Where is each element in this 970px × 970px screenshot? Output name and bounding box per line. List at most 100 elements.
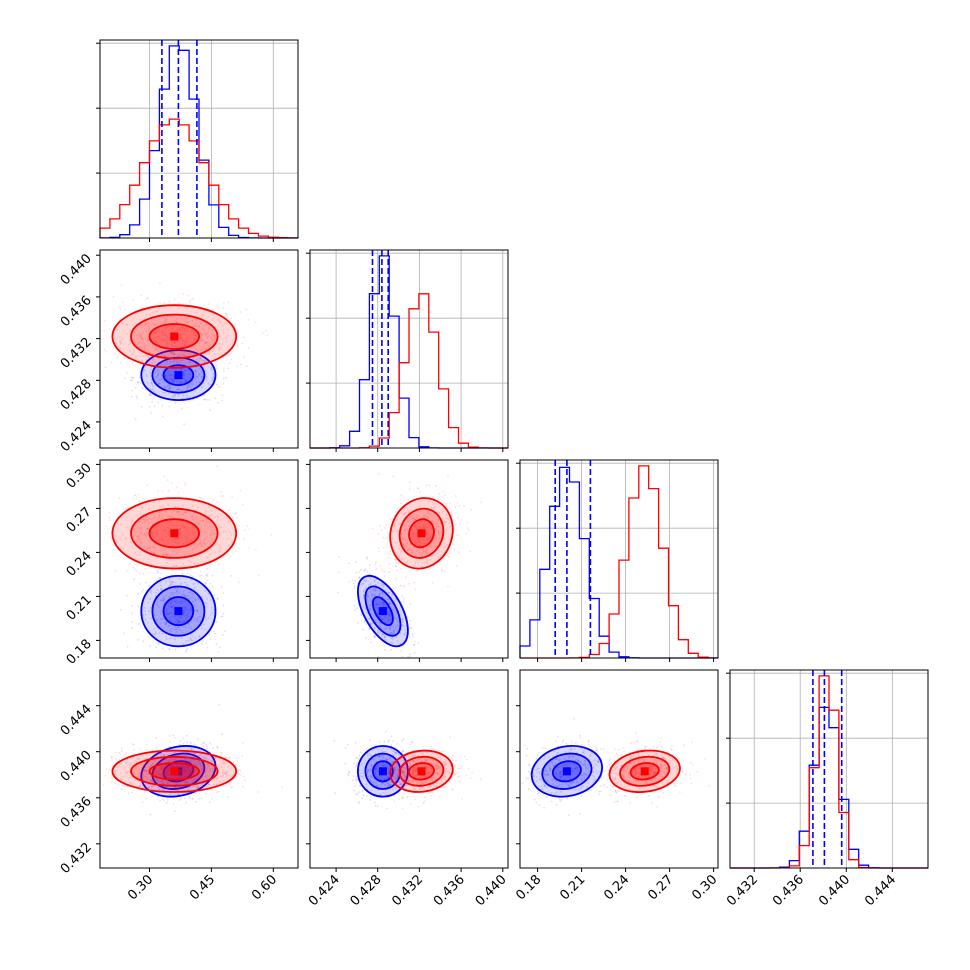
- scatter-point: [258, 574, 260, 577]
- scatter-point: [192, 353, 195, 356]
- scatter-point: [351, 579, 354, 582]
- scatter-point: [211, 767, 214, 769]
- scatter-point: [587, 767, 589, 769]
- scatter-point: [185, 380, 187, 383]
- scatter-point: [369, 582, 372, 585]
- scatter-point: [185, 759, 188, 761]
- scatter-point: [689, 761, 692, 764]
- scatter-point: [447, 474, 449, 477]
- scatter-point: [633, 761, 636, 763]
- scatter-point: [130, 521, 133, 524]
- scatter-point: [574, 767, 577, 770]
- scatter-point: [167, 504, 170, 506]
- scatter-point: [612, 785, 615, 787]
- scatter-point: [169, 580, 172, 583]
- scatter-point: [177, 776, 180, 779]
- scatter-point: [384, 648, 386, 651]
- scatter-point: [172, 370, 175, 373]
- scatter-point: [186, 782, 189, 784]
- scatter-point: [176, 622, 179, 625]
- scatter-point: [169, 373, 172, 376]
- scatter-point: [195, 334, 198, 337]
- scatter-point: [135, 757, 138, 760]
- scatter-point: [164, 331, 167, 334]
- scatter-point: [638, 772, 641, 775]
- scatter-point: [127, 343, 130, 346]
- scatter-point: [390, 762, 392, 764]
- scatter-point: [186, 780, 189, 783]
- scatter-point: [390, 633, 393, 636]
- scatter-point: [405, 539, 408, 541]
- scatter-point: [111, 759, 113, 762]
- scatter-point: [191, 639, 194, 642]
- scatter-point: [145, 581, 148, 584]
- scatter-point: [549, 769, 552, 772]
- scatter-point: [198, 761, 201, 764]
- scatter-point: [401, 771, 404, 774]
- scatter-point: [235, 764, 237, 767]
- scatter-point: [179, 346, 182, 348]
- scatter-point: [614, 778, 617, 780]
- scatter-point: [599, 785, 602, 787]
- scatter-point: [182, 371, 184, 374]
- scatter-point: [552, 779, 554, 781]
- scatter-point: [409, 602, 412, 605]
- scatter-point: [147, 601, 150, 604]
- scatter-point: [380, 582, 383, 585]
- scatter-point: [690, 782, 693, 785]
- scatter-point: [403, 585, 405, 588]
- scatter-point: [163, 621, 166, 624]
- scatter-point: [371, 781, 373, 783]
- scatter-point: [149, 598, 152, 600]
- scatter-point: [162, 596, 165, 599]
- scatter-point: [118, 497, 121, 500]
- scatter-point: [425, 549, 428, 552]
- scatter-point: [158, 537, 161, 540]
- panel-content: [102, 703, 284, 816]
- scatter-point: [138, 785, 141, 788]
- scatter-point: [433, 785, 435, 788]
- scatter-point: [545, 786, 548, 789]
- scatter-point: [145, 323, 147, 326]
- scatter-point: [357, 792, 359, 795]
- scatter-point: [218, 348, 221, 351]
- scatter-point: [431, 496, 434, 498]
- scatter-point: [569, 783, 572, 785]
- scatter-point: [170, 360, 173, 363]
- scatter-point: [634, 771, 637, 774]
- scatter-point: [197, 368, 200, 371]
- scatter-point: [545, 796, 548, 798]
- scatter-point: [150, 617, 152, 620]
- scatter-point: [215, 367, 218, 370]
- scatter-point: [241, 754, 244, 757]
- scatter-point: [161, 647, 164, 650]
- scatter-point: [375, 618, 377, 621]
- scatter-point: [108, 511, 111, 514]
- scatter-point: [131, 519, 133, 522]
- scatter-point: [380, 749, 383, 751]
- scatter-point: [161, 760, 164, 763]
- scatter-point: [407, 775, 409, 777]
- scatter-point: [196, 620, 199, 623]
- scatter-point: [454, 523, 457, 526]
- scatter-point: [348, 562, 350, 565]
- scatter-point: [203, 365, 206, 367]
- scatter-point: [389, 518, 392, 521]
- scatter-point: [614, 767, 617, 770]
- scatter-point: [138, 758, 141, 760]
- density-peak: [174, 371, 183, 380]
- scatter-point: [624, 785, 627, 788]
- scatter-point: [185, 649, 188, 652]
- scatter-point: [121, 750, 123, 752]
- scatter-point: [158, 772, 161, 774]
- scatter-point: [184, 606, 186, 609]
- scatter-point: [380, 584, 383, 587]
- scatter-point: [561, 773, 564, 776]
- scatter-point: [174, 628, 177, 631]
- scatter-point: [156, 770, 159, 773]
- scatter-point: [378, 755, 381, 758]
- scatter-point: [598, 793, 601, 796]
- scatter-point: [209, 768, 212, 770]
- scatter-point: [110, 537, 112, 540]
- scatter-point: [139, 527, 141, 529]
